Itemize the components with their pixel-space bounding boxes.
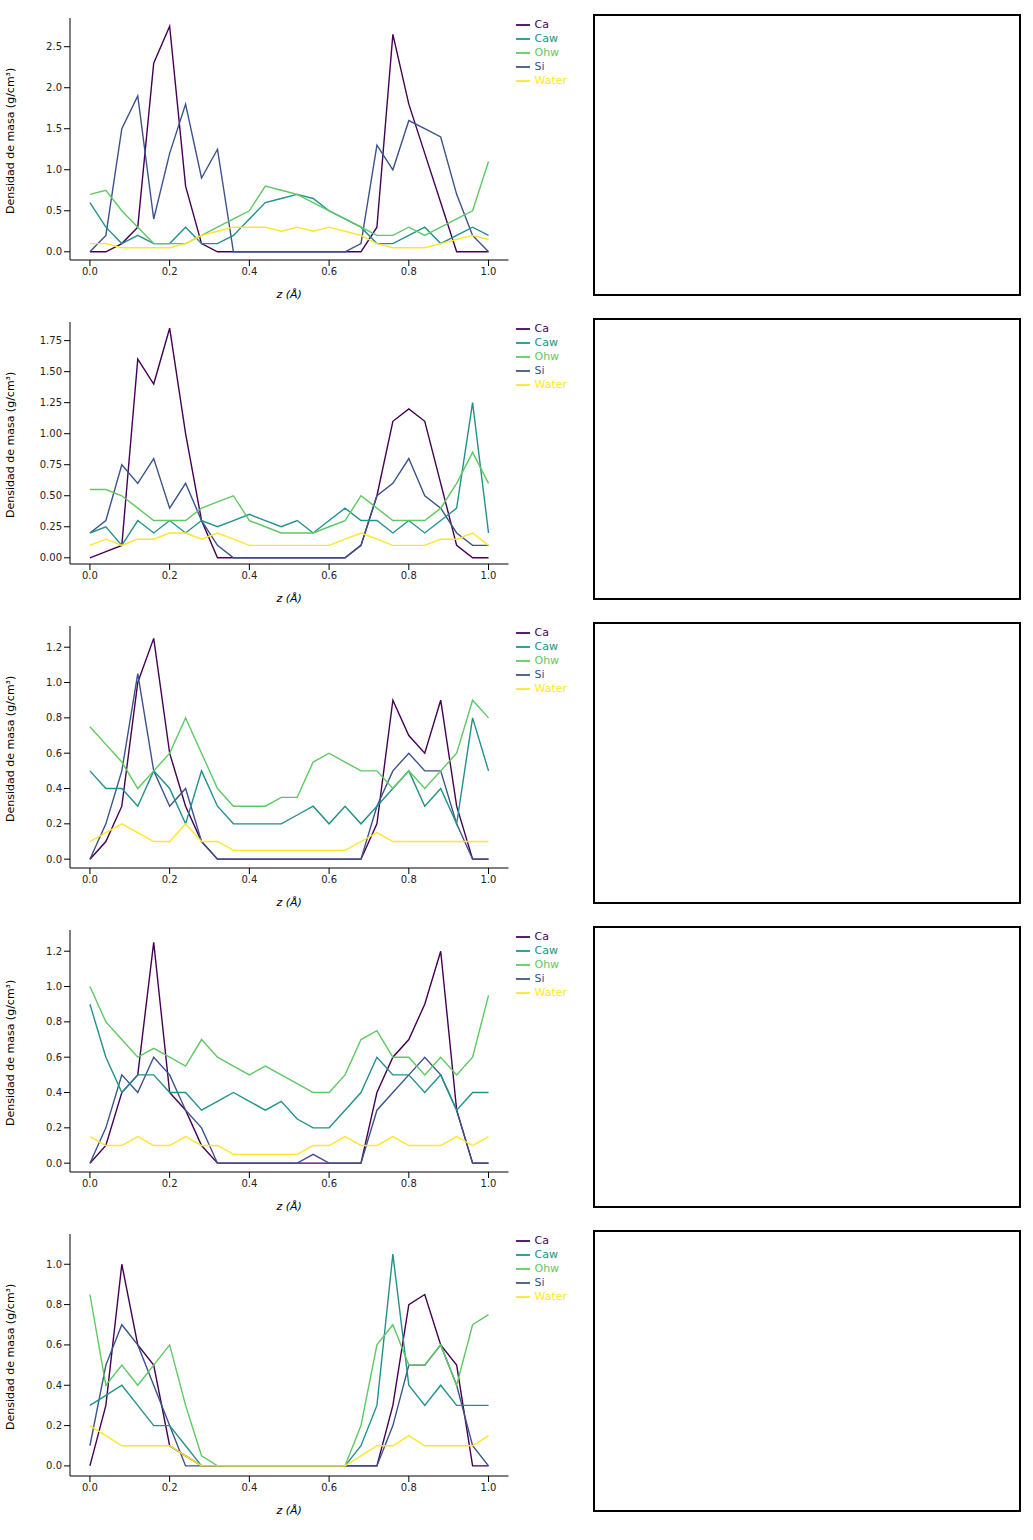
html-text:Water: Water bbox=[534, 986, 567, 999]
svg-text:0.4: 0.4 bbox=[241, 570, 257, 581]
html-text:Caw: Caw bbox=[534, 32, 558, 45]
svg-text:0.8: 0.8 bbox=[401, 266, 417, 277]
html-text:Ohw: Ohw bbox=[534, 350, 560, 363]
svg-text:0.4: 0.4 bbox=[241, 266, 257, 277]
html-text:Ca: Ca bbox=[534, 18, 549, 31]
svg-text:Densidad de masa (g/cm³): Densidad de masa (g/cm³) bbox=[4, 68, 17, 214]
svg-text:0.8: 0.8 bbox=[401, 874, 417, 885]
svg-text:0.50: 0.50 bbox=[40, 490, 62, 501]
svg-text:0.6: 0.6 bbox=[321, 1482, 337, 1493]
svg-text:0.8: 0.8 bbox=[46, 1016, 62, 1027]
svg-text:1.50: 1.50 bbox=[40, 366, 62, 377]
html-text:Caw: Caw bbox=[534, 336, 558, 349]
html-text:Si: Si bbox=[534, 668, 545, 681]
svg-text:0.00: 0.00 bbox=[40, 552, 62, 563]
svg-text:0.0: 0.0 bbox=[46, 246, 62, 257]
svg-text:0.5: 0.5 bbox=[46, 205, 62, 216]
svg-text:1.0: 1.0 bbox=[481, 1482, 497, 1493]
svg-text:1.75: 1.75 bbox=[40, 335, 62, 346]
svg-text:0.4: 0.4 bbox=[241, 1482, 257, 1493]
html-text:Ohw: Ohw bbox=[534, 1262, 560, 1275]
svg-text:0.0: 0.0 bbox=[46, 1158, 62, 1169]
svg-text:1.00: 1.00 bbox=[40, 428, 62, 439]
svg-text:0.8: 0.8 bbox=[401, 1482, 417, 1493]
svg-text:0.6: 0.6 bbox=[46, 1339, 62, 1350]
svg-text:0.0: 0.0 bbox=[46, 1460, 62, 1471]
svg-text:1.0: 1.0 bbox=[46, 677, 62, 688]
svg-text:1.0: 1.0 bbox=[46, 164, 62, 175]
svg-text:0.0: 0.0 bbox=[82, 1482, 98, 1493]
svg-text:0.2: 0.2 bbox=[162, 1482, 178, 1493]
svg-text:0.4: 0.4 bbox=[241, 1178, 257, 1189]
html-text:Ca: Ca bbox=[534, 930, 549, 943]
svg-text:1.0: 1.0 bbox=[481, 266, 497, 277]
html-text:Water: Water bbox=[534, 682, 567, 695]
svg-text:0.2: 0.2 bbox=[162, 266, 178, 277]
svg-text:0.8: 0.8 bbox=[46, 712, 62, 723]
html-text:Si: Si bbox=[534, 1276, 545, 1289]
svg-text:0.6: 0.6 bbox=[321, 1178, 337, 1189]
svg-text:1.0: 1.0 bbox=[481, 874, 497, 885]
svg-text:0.8: 0.8 bbox=[401, 570, 417, 581]
svg-text:z (Å): z (Å) bbox=[276, 1200, 302, 1213]
svg-text:Densidad de masa (g/cm³): Densidad de masa (g/cm³) bbox=[4, 980, 17, 1126]
svg-text:0.0: 0.0 bbox=[82, 1178, 98, 1189]
svg-text:0.0: 0.0 bbox=[82, 266, 98, 277]
html-text:Ca: Ca bbox=[534, 322, 549, 335]
html-text:Water: Water bbox=[534, 378, 567, 391]
svg-text:0.6: 0.6 bbox=[321, 874, 337, 885]
svg-text:0.2: 0.2 bbox=[162, 1178, 178, 1189]
svg-text:0.2: 0.2 bbox=[162, 570, 178, 581]
svg-text:0.2: 0.2 bbox=[46, 1420, 62, 1431]
svg-text:z (Å): z (Å) bbox=[276, 896, 302, 909]
svg-text:z (Å): z (Å) bbox=[276, 288, 302, 301]
svg-text:1.2: 1.2 bbox=[46, 642, 62, 653]
svg-text:Densidad de masa (g/cm³): Densidad de masa (g/cm³) bbox=[4, 676, 17, 822]
svg-text:0.0: 0.0 bbox=[82, 874, 98, 885]
svg-text:Densidad de masa (g/cm³): Densidad de masa (g/cm³) bbox=[4, 1284, 17, 1430]
html-text:Caw: Caw bbox=[534, 1248, 558, 1261]
svg-text:0.2: 0.2 bbox=[162, 874, 178, 885]
svg-text:0.75: 0.75 bbox=[40, 459, 62, 470]
html-text:Water: Water bbox=[534, 74, 567, 87]
svg-text:0.6: 0.6 bbox=[321, 570, 337, 581]
svg-text:z (Å): z (Å) bbox=[276, 592, 302, 605]
html-text:Caw: Caw bbox=[534, 640, 558, 653]
svg-text:1.0: 1.0 bbox=[46, 1259, 62, 1270]
svg-text:1.0: 1.0 bbox=[481, 570, 497, 581]
html-text:Ca: Ca bbox=[534, 626, 549, 639]
svg-text:1.5: 1.5 bbox=[46, 123, 62, 134]
svg-text:0.6: 0.6 bbox=[321, 266, 337, 277]
svg-text:1.25: 1.25 bbox=[40, 397, 62, 408]
svg-text:0.4: 0.4 bbox=[46, 783, 62, 794]
html-text:Si: Si bbox=[534, 972, 545, 985]
svg-text:0.4: 0.4 bbox=[46, 1087, 62, 1098]
svg-text:0.8: 0.8 bbox=[401, 1178, 417, 1189]
html-text:Caw: Caw bbox=[534, 944, 558, 957]
svg-text:1.0: 1.0 bbox=[46, 981, 62, 992]
svg-text:0.0: 0.0 bbox=[46, 854, 62, 865]
html-text:Si: Si bbox=[534, 60, 545, 73]
svg-text:2.5: 2.5 bbox=[46, 41, 62, 52]
svg-text:z (Å): z (Å) bbox=[276, 1504, 302, 1517]
svg-text:0.2: 0.2 bbox=[46, 818, 62, 829]
svg-text:Densidad de masa (g/cm³): Densidad de masa (g/cm³) bbox=[4, 372, 17, 518]
html-text:Ohw: Ohw bbox=[534, 958, 560, 971]
html-text:Ohw: Ohw bbox=[534, 46, 560, 59]
svg-text:0.25: 0.25 bbox=[40, 521, 62, 532]
svg-text:0.4: 0.4 bbox=[241, 874, 257, 885]
svg-text:0.6: 0.6 bbox=[46, 748, 62, 759]
svg-text:0.4: 0.4 bbox=[46, 1380, 62, 1391]
svg-text:1.0: 1.0 bbox=[481, 1178, 497, 1189]
svg-text:1.2: 1.2 bbox=[46, 946, 62, 957]
html-text:Ohw: Ohw bbox=[534, 654, 560, 667]
svg-text:0.0: 0.0 bbox=[82, 570, 98, 581]
html-text:Ca: Ca bbox=[534, 1234, 549, 1247]
html-text:Si: Si bbox=[534, 364, 545, 377]
svg-text:0.6: 0.6 bbox=[46, 1052, 62, 1063]
svg-text:0.8: 0.8 bbox=[46, 1299, 62, 1310]
svg-text:2.0: 2.0 bbox=[46, 82, 62, 93]
svg-text:0.2: 0.2 bbox=[46, 1122, 62, 1133]
html-text:Water: Water bbox=[534, 1290, 567, 1303]
